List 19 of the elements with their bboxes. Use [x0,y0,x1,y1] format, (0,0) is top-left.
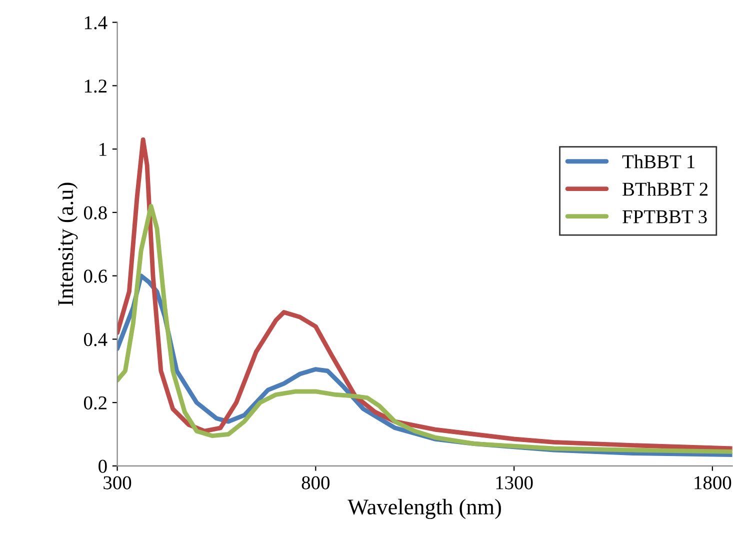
legend-label: ThBBT 1 [622,154,694,168]
y-tick-label: 1.4 [84,16,108,30]
line-series [117,204,732,454]
x-axis-title: Wavelength (nm) [348,498,501,520]
y-tick-label: 0.4 [84,333,108,346]
x-tick-label: 1800 [694,476,732,490]
legend-label: FPTBBT 3 [622,210,707,224]
y-axis-title: Intensity (a.u) [57,182,78,306]
y-tick-label: 0.8 [84,206,107,220]
y-tick-label: 1.2 [84,80,106,93]
x-tick-label: 300 [104,476,132,490]
y-tick-label: 0.6 [84,270,107,283]
y-tick-label: 0 [98,460,107,473]
y-tick-label: 1 [100,142,106,156]
y-tick-label: 0.2 [84,396,106,410]
legend-label: BThBBT 2 [622,182,708,196]
x-tick-label: 800 [302,476,330,490]
line-series [117,137,732,451]
x-tick-label: 1300 [496,476,533,490]
